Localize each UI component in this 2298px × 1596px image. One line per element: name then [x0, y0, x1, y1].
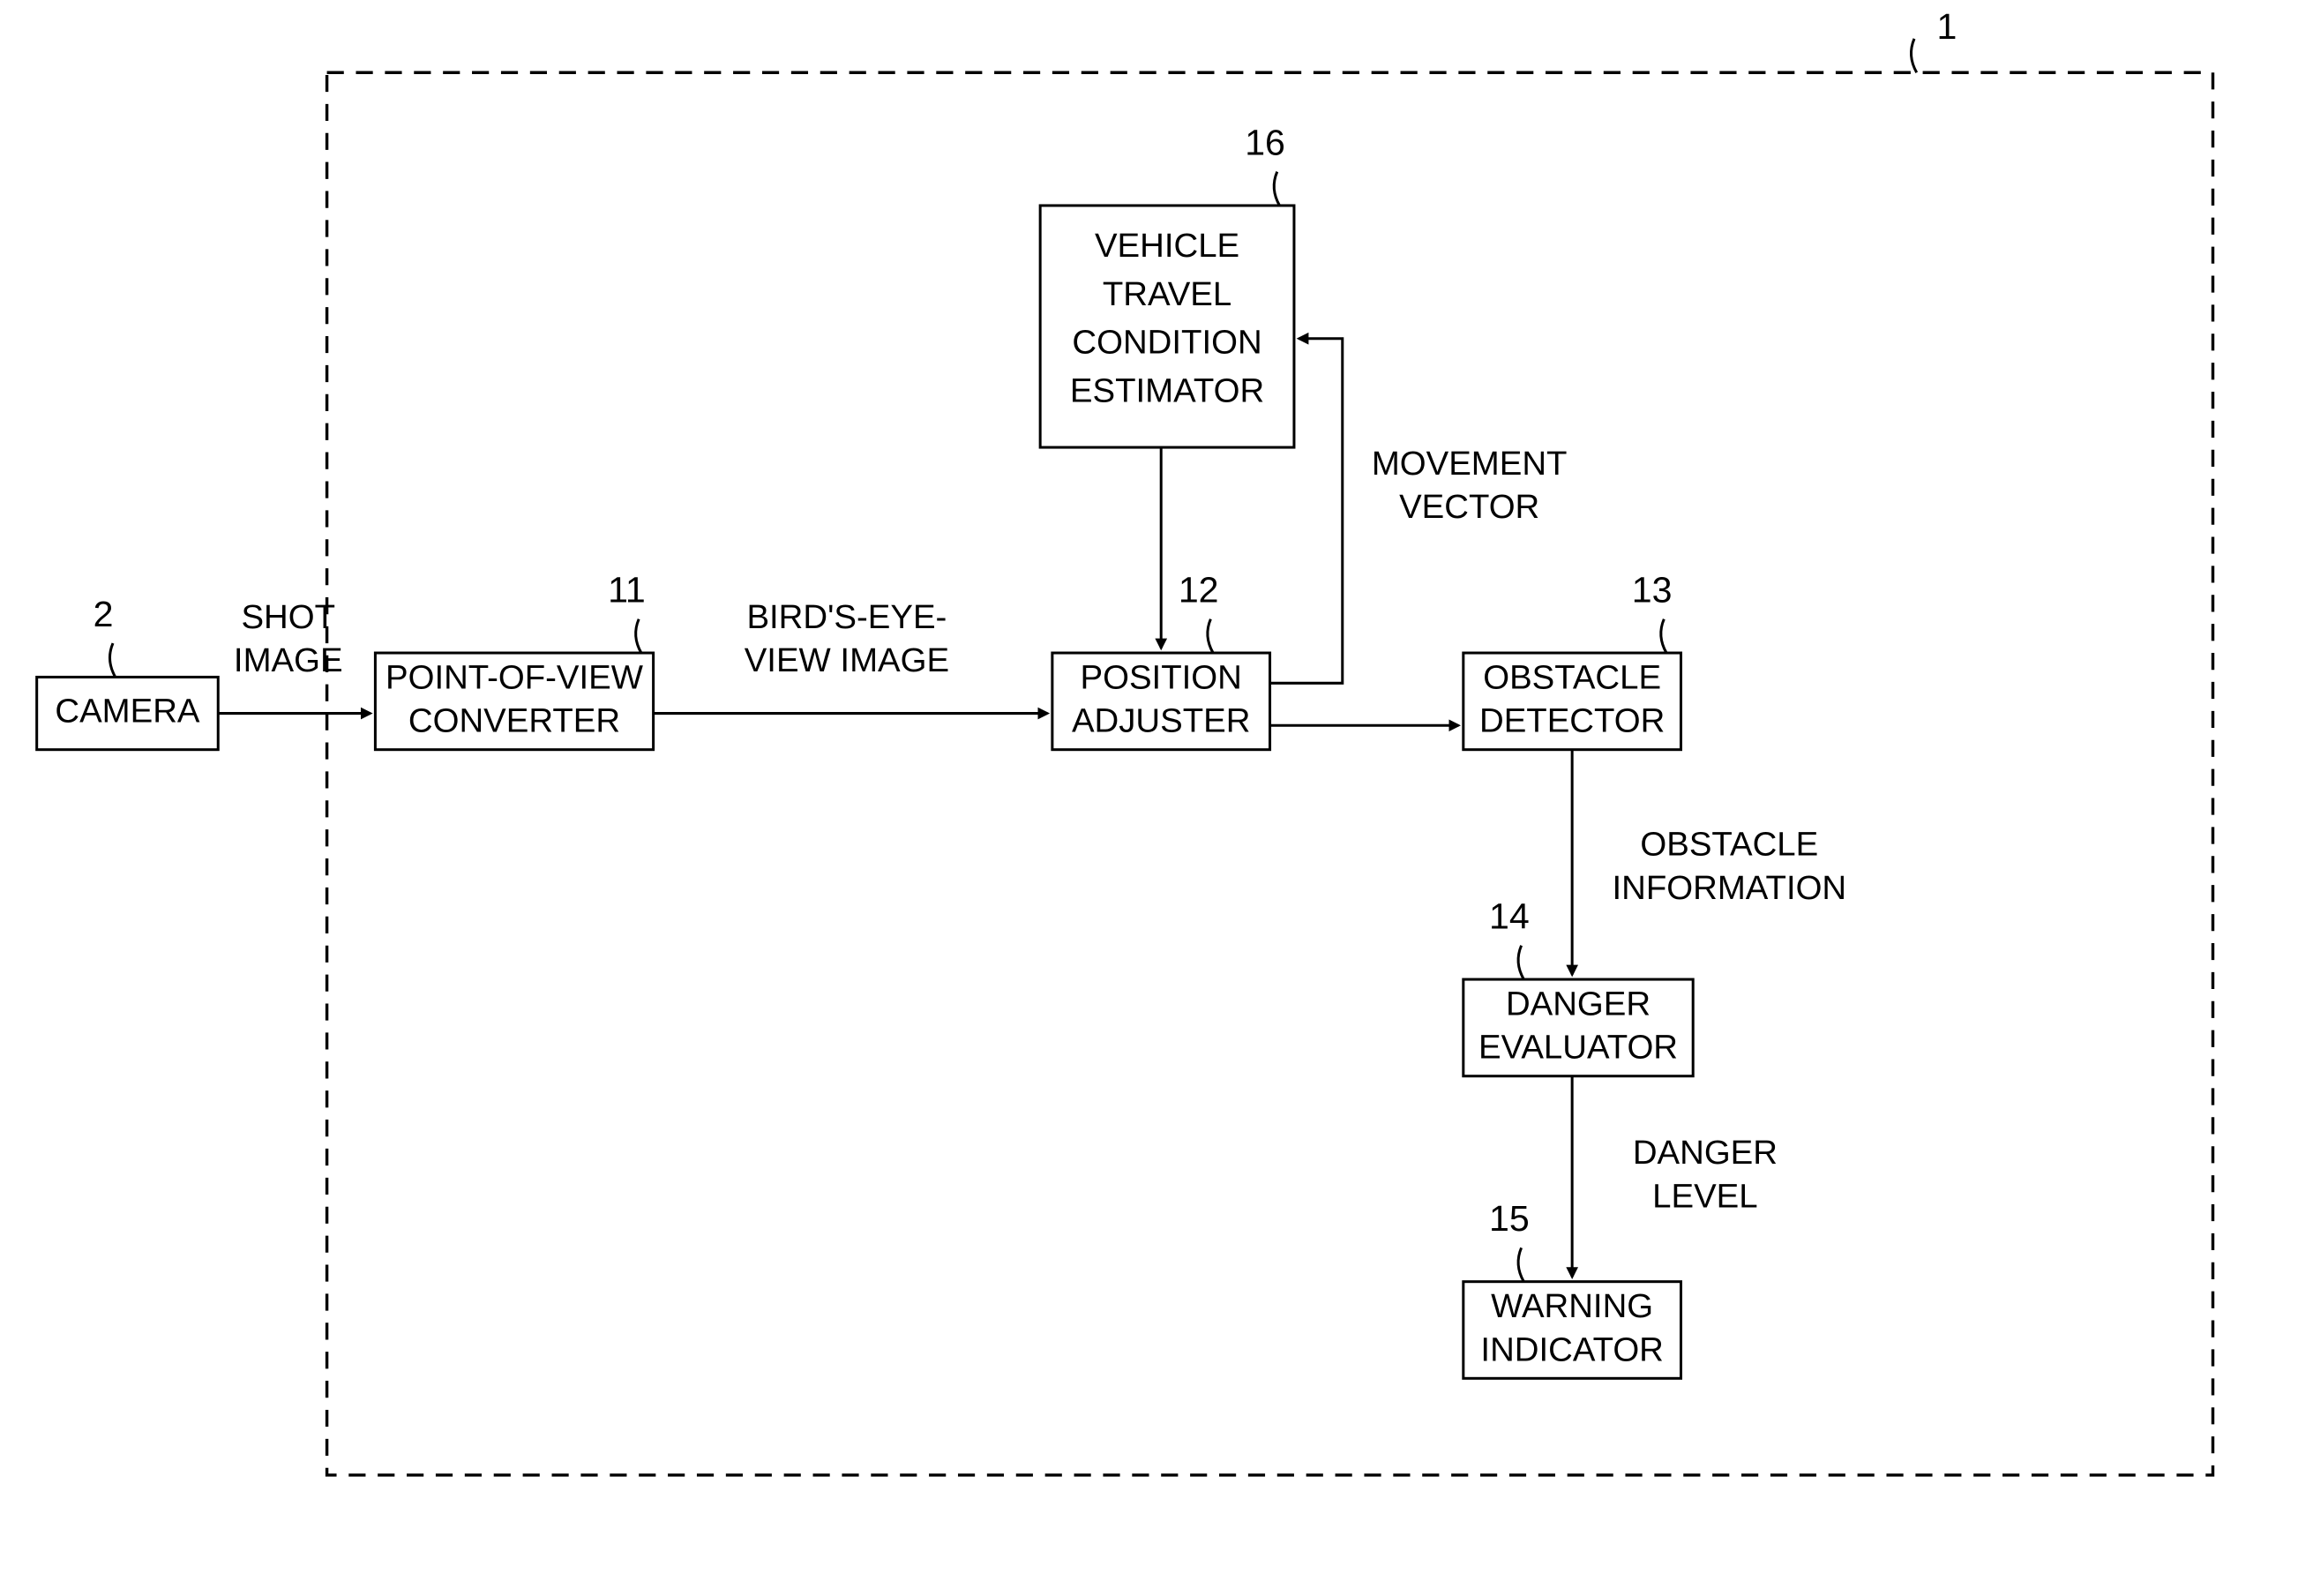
ref-label-15: 15	[1489, 1198, 1530, 1239]
edge-camera-pov-label-1: SHOT	[241, 598, 335, 636]
edge-pov-adjuster-label-1: BIRD'S-EYE-	[746, 598, 947, 636]
ref-label-12: 12	[1179, 569, 1219, 610]
node-estimator-label-2: TRAVEL	[1103, 275, 1231, 313]
edge-evaluator-indicator-label-1: DANGER	[1633, 1134, 1778, 1172]
node-pov-label-1: POINT-OF-VIEW	[385, 658, 644, 696]
node-adjuster-label-1: POSITION	[1081, 658, 1242, 696]
ref-tick-14	[1518, 946, 1523, 979]
ref-label-1: 1	[1937, 6, 1957, 47]
ref-label-13: 13	[1632, 569, 1673, 610]
ref-tick-15	[1518, 1248, 1523, 1281]
node-indicator-label-2: INDICATOR	[1480, 1330, 1663, 1368]
edge-adjuster-estimator-label-2: VECTOR	[1399, 488, 1539, 526]
ref-label-14: 14	[1489, 895, 1530, 936]
edge-adjuster-estimator	[1270, 339, 1343, 684]
edge-detector-evaluator-label-1: OBSTACLE	[1640, 825, 1818, 863]
edge-detector-evaluator-label-2: INFORMATION	[1612, 869, 1846, 907]
node-camera-label: CAMERA	[55, 693, 200, 731]
node-detector-label-2: DETECTOR	[1479, 702, 1665, 740]
edge-camera-pov-label-2: IMAGE	[234, 641, 343, 679]
node-estimator-label-1: VEHICLE	[1095, 227, 1239, 265]
ref-tick-2	[109, 643, 115, 677]
node-pov-label-2: CONVERTER	[408, 702, 620, 740]
node-detector-label-1: OBSTACLE	[1483, 658, 1661, 696]
edge-adjuster-estimator-label-1: MOVEMENT	[1372, 445, 1568, 483]
node-evaluator-label-1: DANGER	[1506, 985, 1651, 1023]
node-estimator-label-4: ESTIMATOR	[1070, 372, 1264, 410]
node-indicator-label-1: WARNING	[1491, 1287, 1653, 1325]
edge-evaluator-indicator-label-2: LEVEL	[1652, 1177, 1757, 1215]
node-estimator-label-3: CONDITION	[1072, 324, 1261, 362]
node-evaluator-label-2: EVALUATOR	[1478, 1029, 1678, 1067]
ref-tick-11	[636, 619, 641, 653]
ref-tick-16	[1274, 172, 1279, 206]
ref-label-2: 2	[94, 594, 114, 634]
node-adjuster-label-2: ADJUSTER	[1072, 702, 1250, 740]
ref-label-11: 11	[608, 569, 646, 610]
ref-tick-12	[1208, 619, 1213, 653]
ref-tick-13	[1661, 619, 1666, 653]
system-boundary	[327, 72, 2213, 1475]
block-diagram: 1 CAMERA 2 POINT-OF-VIEW CONVERTER 11 VE…	[0, 0, 2298, 1596]
edge-pov-adjuster-label-2: VIEW IMAGE	[745, 641, 949, 679]
ref-label-16: 16	[1245, 122, 1285, 162]
ref-tick-1	[1911, 39, 1916, 72]
